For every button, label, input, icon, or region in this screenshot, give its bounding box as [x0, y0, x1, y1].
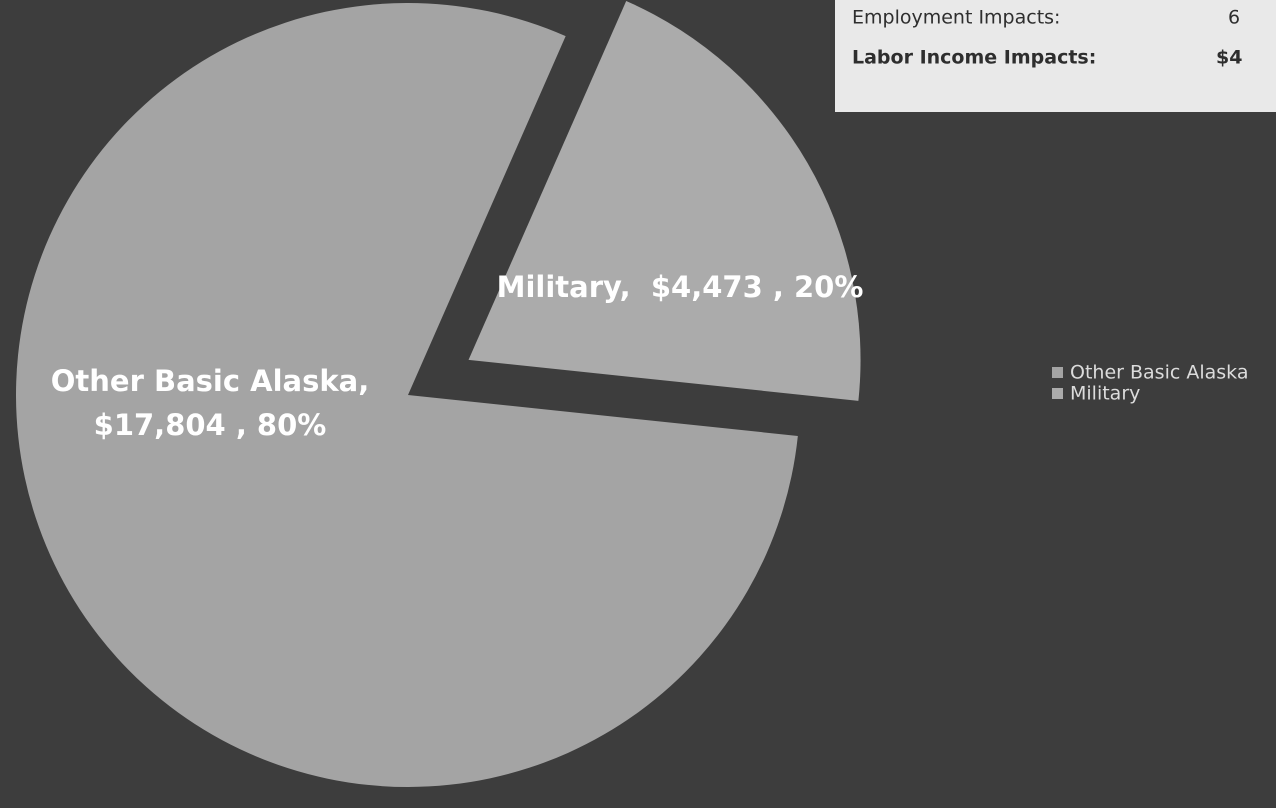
data-label: Other Basic Alaska, $17,804 , 80%	[50, 364, 380, 442]
data-label: Military, $4,473 , 20%	[496, 270, 864, 304]
pie-slice	[15, 2, 798, 787]
legend-label: Other Basic Alaska	[1070, 362, 1248, 384]
legend-swatch	[1052, 367, 1063, 378]
legend-swatch	[1052, 388, 1063, 399]
pie-slice	[468, 0, 861, 401]
info-label: Labor Income Impacts:	[852, 47, 1096, 69]
legend-label: Military	[1070, 383, 1140, 405]
info-box	[835, 0, 1276, 112]
info-value: $4	[1216, 47, 1242, 69]
info-label: Employment Impacts:	[852, 7, 1060, 29]
info-value: 6	[1228, 7, 1240, 29]
